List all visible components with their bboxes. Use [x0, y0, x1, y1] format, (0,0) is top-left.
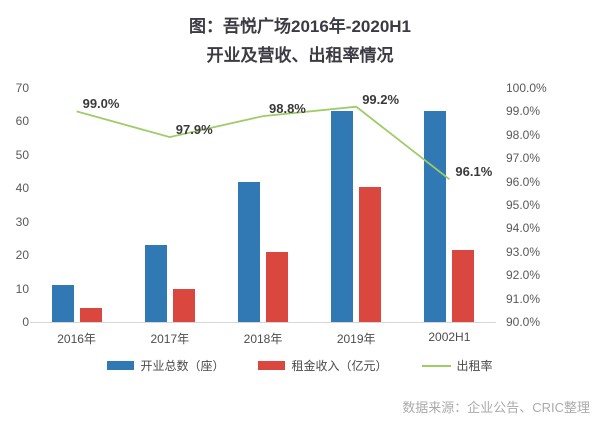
left-axis-tick: 30	[15, 214, 29, 229]
right-axis-tick: 90.0%	[506, 315, 541, 329]
line-point-label: 99.0%	[82, 96, 120, 112]
line-point-label: 97.9%	[175, 122, 213, 138]
right-axis-tick: 98.0%	[506, 127, 541, 142]
left-axis-tick: 10	[15, 281, 29, 296]
data-source: 数据来源：企业公告、CRIC整理	[402, 400, 590, 415]
occupancy-line	[76, 105, 450, 181]
bar-rental-income	[266, 251, 288, 322]
left-axis-tick: 50	[15, 147, 29, 162]
left-axis-tick: 70	[15, 81, 29, 95]
legend-bar-swatch	[107, 361, 135, 370]
x-axis-label: 2002H1	[428, 330, 471, 344]
legend-bar-swatch	[258, 361, 286, 370]
legend-item-rental-income: 租金收入（亿元）	[258, 357, 388, 374]
chart-title: 图：吾悦广场2016年-2020H1	[188, 17, 412, 36]
right-axis-tick: 100.0%	[506, 81, 547, 95]
legend-label-open-total: 开业总数（座）	[140, 359, 225, 373]
left-axis-tick: 0	[22, 315, 29, 329]
bar-rental-income	[79, 307, 102, 322]
bar-open-total	[331, 111, 354, 322]
legend-label-rental-income: 租金收入（亿元）	[291, 359, 388, 373]
bar-open-total	[238, 181, 260, 322]
occupancy-line-svg	[76, 105, 450, 181]
left-axis-tick: 40	[15, 181, 29, 196]
line-point-label: 98.8%	[269, 101, 306, 117]
legend: 开业总数（座） 租金收入（亿元） 出租率	[0, 357, 600, 374]
legend-item-occupancy-rate: 出租率	[421, 357, 493, 374]
plot-area: 99.0% 97.9% 98.8% 99.2% 96.1% 2016年 2017年 2018年…	[30, 88, 496, 346]
legend-item-open-total: 开业总数（座）	[107, 357, 224, 374]
x-axis-label: 2018年	[243, 332, 283, 346]
line-point-label: 96.1%	[455, 164, 493, 180]
legend-label-occupancy-rate: 出租率	[456, 359, 493, 373]
x-axis-label: 2017年	[150, 332, 190, 346]
right-axis-tick: 94.0%	[506, 221, 541, 236]
bar-open-total	[51, 285, 74, 322]
right-axis-tick: 95.0%	[506, 198, 541, 212]
line-point-label: 99.2%	[362, 91, 400, 107]
bar-open-total	[144, 245, 167, 322]
chart-subtitle: 开业及营收、出租率情况	[206, 46, 394, 65]
bar-rental-income	[359, 186, 382, 322]
right-axis-tick: 97.0%	[506, 151, 541, 166]
x-axis-label: 2016年	[57, 332, 96, 346]
right-axis-tick: 93.0%	[506, 244, 541, 259]
left-axis-tick: 60	[15, 114, 29, 129]
right-axis-tick: 96.0%	[506, 174, 541, 189]
right-axis-tick: 92.0%	[506, 268, 541, 283]
bar-rental-income	[452, 250, 475, 322]
left-axis-tick: 20	[15, 248, 29, 263]
bar-rental-income	[172, 288, 195, 322]
legend-line-swatch	[421, 364, 451, 367]
right-axis-tick: 91.0%	[506, 291, 541, 306]
right-axis-tick: 99.0%	[506, 104, 541, 119]
x-axis-label: 2019年	[336, 332, 376, 346]
